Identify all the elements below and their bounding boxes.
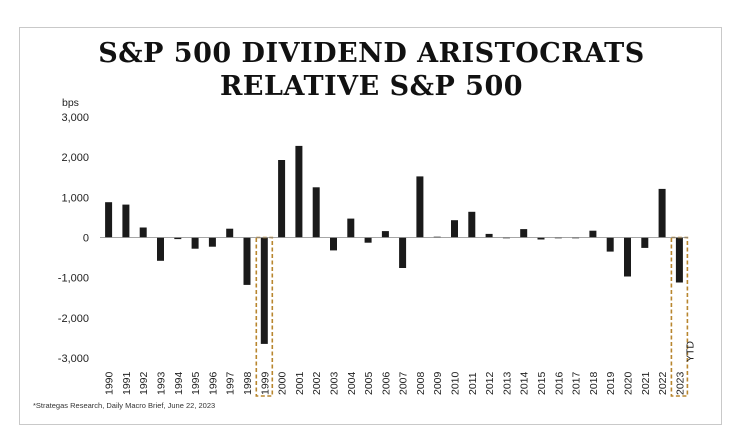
bar-2015: [537, 237, 545, 240]
y-tick-label: 1,000: [61, 192, 89, 204]
bar-2003: [330, 237, 337, 251]
bar-2005: [364, 237, 372, 243]
x-tick-label: 1996: [207, 371, 219, 395]
bar-2006: [381, 231, 389, 238]
x-tick-label: 2017: [571, 371, 583, 395]
bar-2008: [416, 176, 424, 238]
x-axis-ticks: 1990 1991 1992 1993 1994 1995 1996 1997 1998 1999…: [104, 371, 687, 395]
x-tick-label: 1998: [242, 371, 254, 395]
bar-2021: [641, 237, 649, 248]
x-tick-label: 2012: [484, 371, 496, 395]
bar-1997: [226, 228, 234, 238]
x-tick-label: 2015: [536, 371, 548, 395]
bar-1994: [174, 237, 182, 240]
bar-2004: [347, 218, 355, 238]
source-note: *Strategas Research, Daily Macro Brief, …: [33, 401, 216, 410]
bar-2023: [675, 237, 683, 283]
x-tick-label: 2016: [553, 371, 565, 395]
x-tick-label: 2003: [329, 371, 341, 395]
y-tick-label: -3,000: [58, 353, 89, 365]
x-tick-label: 2002: [311, 371, 323, 395]
y-tick-label: 0: [83, 233, 89, 245]
x-tick-label: 2019: [605, 371, 617, 395]
y-tick-label: -2,000: [58, 313, 89, 325]
chart-title-line-2: RELATIVE S&P 500: [219, 71, 524, 102]
x-tick-label: 1990: [104, 371, 116, 395]
bar-1998: [243, 237, 251, 285]
x-tick-label: 2004: [346, 371, 358, 395]
y-axis-label: bps: [62, 97, 79, 109]
x-tick-label: 2013: [501, 371, 513, 395]
y-tick-label: 3,000: [61, 112, 89, 124]
bar-1991: [122, 204, 130, 238]
x-tick-label: 2014: [519, 371, 531, 395]
bar-2018: [589, 230, 597, 238]
x-tick-label: 1997: [225, 371, 237, 395]
x-tick-label: 1999: [259, 371, 271, 395]
x-tick-label: 2001: [294, 371, 306, 395]
bar-2020: [624, 237, 631, 277]
y-tick-label: -1,000: [58, 273, 89, 285]
x-tick-label: 2010: [450, 371, 462, 395]
x-tick-label: 1993: [156, 371, 168, 395]
x-tick-label: 2007: [398, 371, 410, 395]
chart-title-line-1: S&P 500 DIVIDEND ARISTOCRATS: [98, 38, 645, 69]
bar-2011: [468, 211, 476, 238]
x-tick-label: 2005: [363, 371, 375, 395]
y-axis-ticks: 3,000 2,000 1,000 0 -1,000 -2,000 -3,000: [58, 112, 89, 365]
bar-2014: [520, 229, 528, 238]
x-tick-label: 2018: [588, 371, 600, 395]
x-tick-label: 2009: [432, 371, 444, 395]
x-tick-label: 2021: [640, 371, 652, 395]
x-tick-label: 2011: [467, 372, 479, 395]
x-tick-label: 2023: [674, 371, 686, 395]
bar-1990: [105, 202, 113, 238]
annotation-label: YTD: [684, 341, 696, 362]
x-tick-label: 1995: [190, 371, 202, 395]
bar-2001: [295, 145, 303, 238]
bar-2022: [658, 188, 666, 238]
x-tick-label: 2020: [623, 371, 635, 395]
x-tick-label: 2006: [380, 371, 392, 395]
x-tick-label: 2022: [657, 371, 669, 395]
bar-1995: [191, 237, 199, 249]
bar-2000: [278, 160, 286, 238]
y-tick-label: 2,000: [61, 152, 89, 164]
bar-1999: [260, 237, 268, 344]
bars: [105, 145, 683, 344]
bar-1996: [208, 237, 216, 247]
bar-2002: [312, 187, 320, 238]
x-tick-label: 1991: [121, 371, 133, 395]
bar-2012: [485, 233, 493, 238]
bar-2007: [399, 237, 407, 268]
bar-2019: [606, 237, 614, 252]
x-tick-label: 2000: [277, 371, 289, 395]
x-tick-label: 2008: [415, 371, 427, 395]
x-tick-label: 1992: [138, 371, 150, 395]
bar-2010: [451, 220, 458, 238]
x-tick-label: 1994: [173, 371, 185, 395]
chart-frame: [19, 27, 722, 425]
bar-1992: [139, 227, 147, 238]
bar-1993: [157, 237, 164, 261]
